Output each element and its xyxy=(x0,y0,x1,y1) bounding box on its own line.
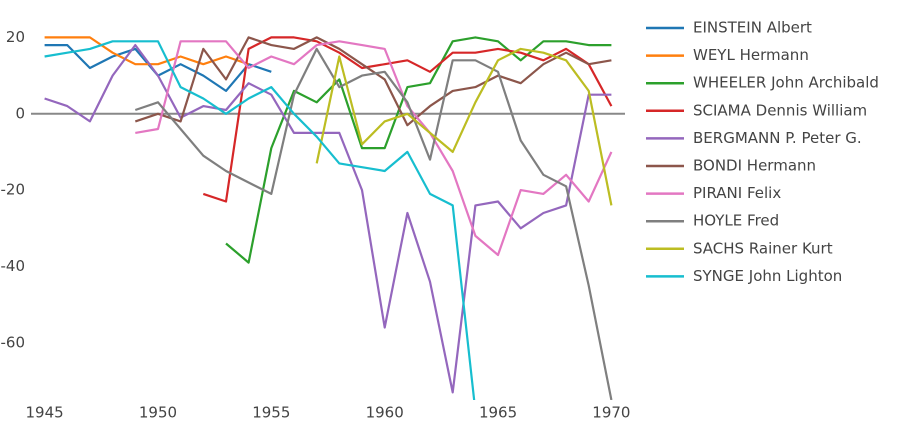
legend-label: SACHS Rainer Kurt xyxy=(693,239,833,257)
legend-label: WHEELER John Archibald xyxy=(693,74,879,92)
legend-label: EINSTEIN Albert xyxy=(693,19,812,37)
series-line xyxy=(202,36,613,203)
legend: EINSTEIN Albert WEYL Hermann WHEELER John … xyxy=(646,19,879,285)
series-line xyxy=(134,36,612,127)
x-tick-label: 1960 xyxy=(366,404,404,422)
legend-label: PIRANI Felix xyxy=(693,184,781,202)
legend-label: BERGMANN P. Peter G. xyxy=(693,129,862,147)
y-tick-label: 0 xyxy=(15,104,25,122)
legend-label: BONDI Hermann xyxy=(693,157,816,175)
y-tick-label: -20 xyxy=(1,181,26,199)
x-tick-label: 1970 xyxy=(592,404,630,422)
series-line xyxy=(44,44,612,394)
series-line xyxy=(225,36,612,264)
legend-label: WEYL Hermann xyxy=(693,46,809,64)
y-tick-label: -40 xyxy=(1,257,26,275)
series-line xyxy=(315,47,613,206)
series-line xyxy=(44,36,249,66)
series-line xyxy=(135,40,613,257)
legend-label: HOYLE Fred xyxy=(693,212,779,230)
legend-label: SYNGE John Lighton xyxy=(693,267,842,285)
series-line xyxy=(134,47,613,400)
x-tick-label: 1950 xyxy=(139,404,177,422)
y-tick-label: -60 xyxy=(1,333,26,351)
x-tick-label: 1965 xyxy=(479,404,517,422)
legend-label: SCIAMA Dennis William xyxy=(693,101,867,119)
plot-area xyxy=(44,36,613,400)
grid: -60 -40 -20 0 20 1945 1950 1955 1960 1965 1970 xyxy=(1,28,631,422)
x-tick-label: 1945 xyxy=(26,404,64,422)
x-tick-label: 1955 xyxy=(252,404,290,422)
series-line xyxy=(44,44,272,92)
series-line xyxy=(44,40,476,400)
y-tick-label: 20 xyxy=(6,28,25,46)
